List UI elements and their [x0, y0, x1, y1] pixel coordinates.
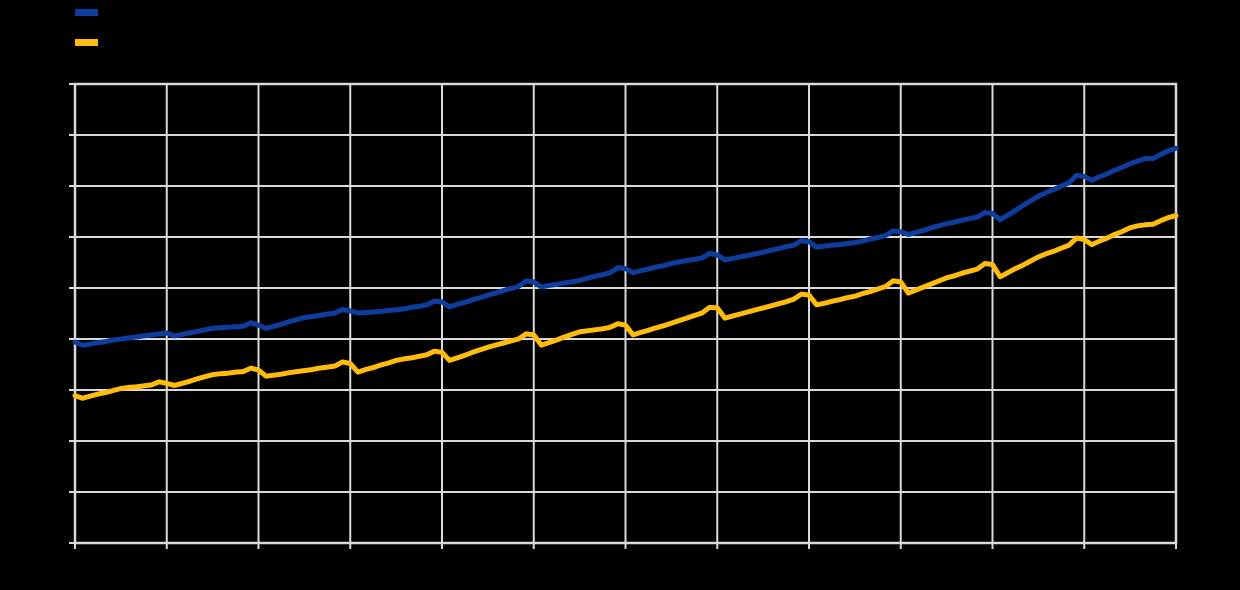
legend-item-series-yellow	[75, 35, 108, 49]
legend-swatch-blue-icon	[75, 8, 98, 16]
chart-legend	[75, 5, 108, 65]
plot-frame	[73, 82, 1178, 545]
series-yellow-line	[72, 213, 1179, 401]
legend-swatch-yellow-icon	[75, 38, 98, 46]
legend-item-series-blue	[75, 5, 108, 19]
series-blue-line	[72, 145, 1179, 348]
